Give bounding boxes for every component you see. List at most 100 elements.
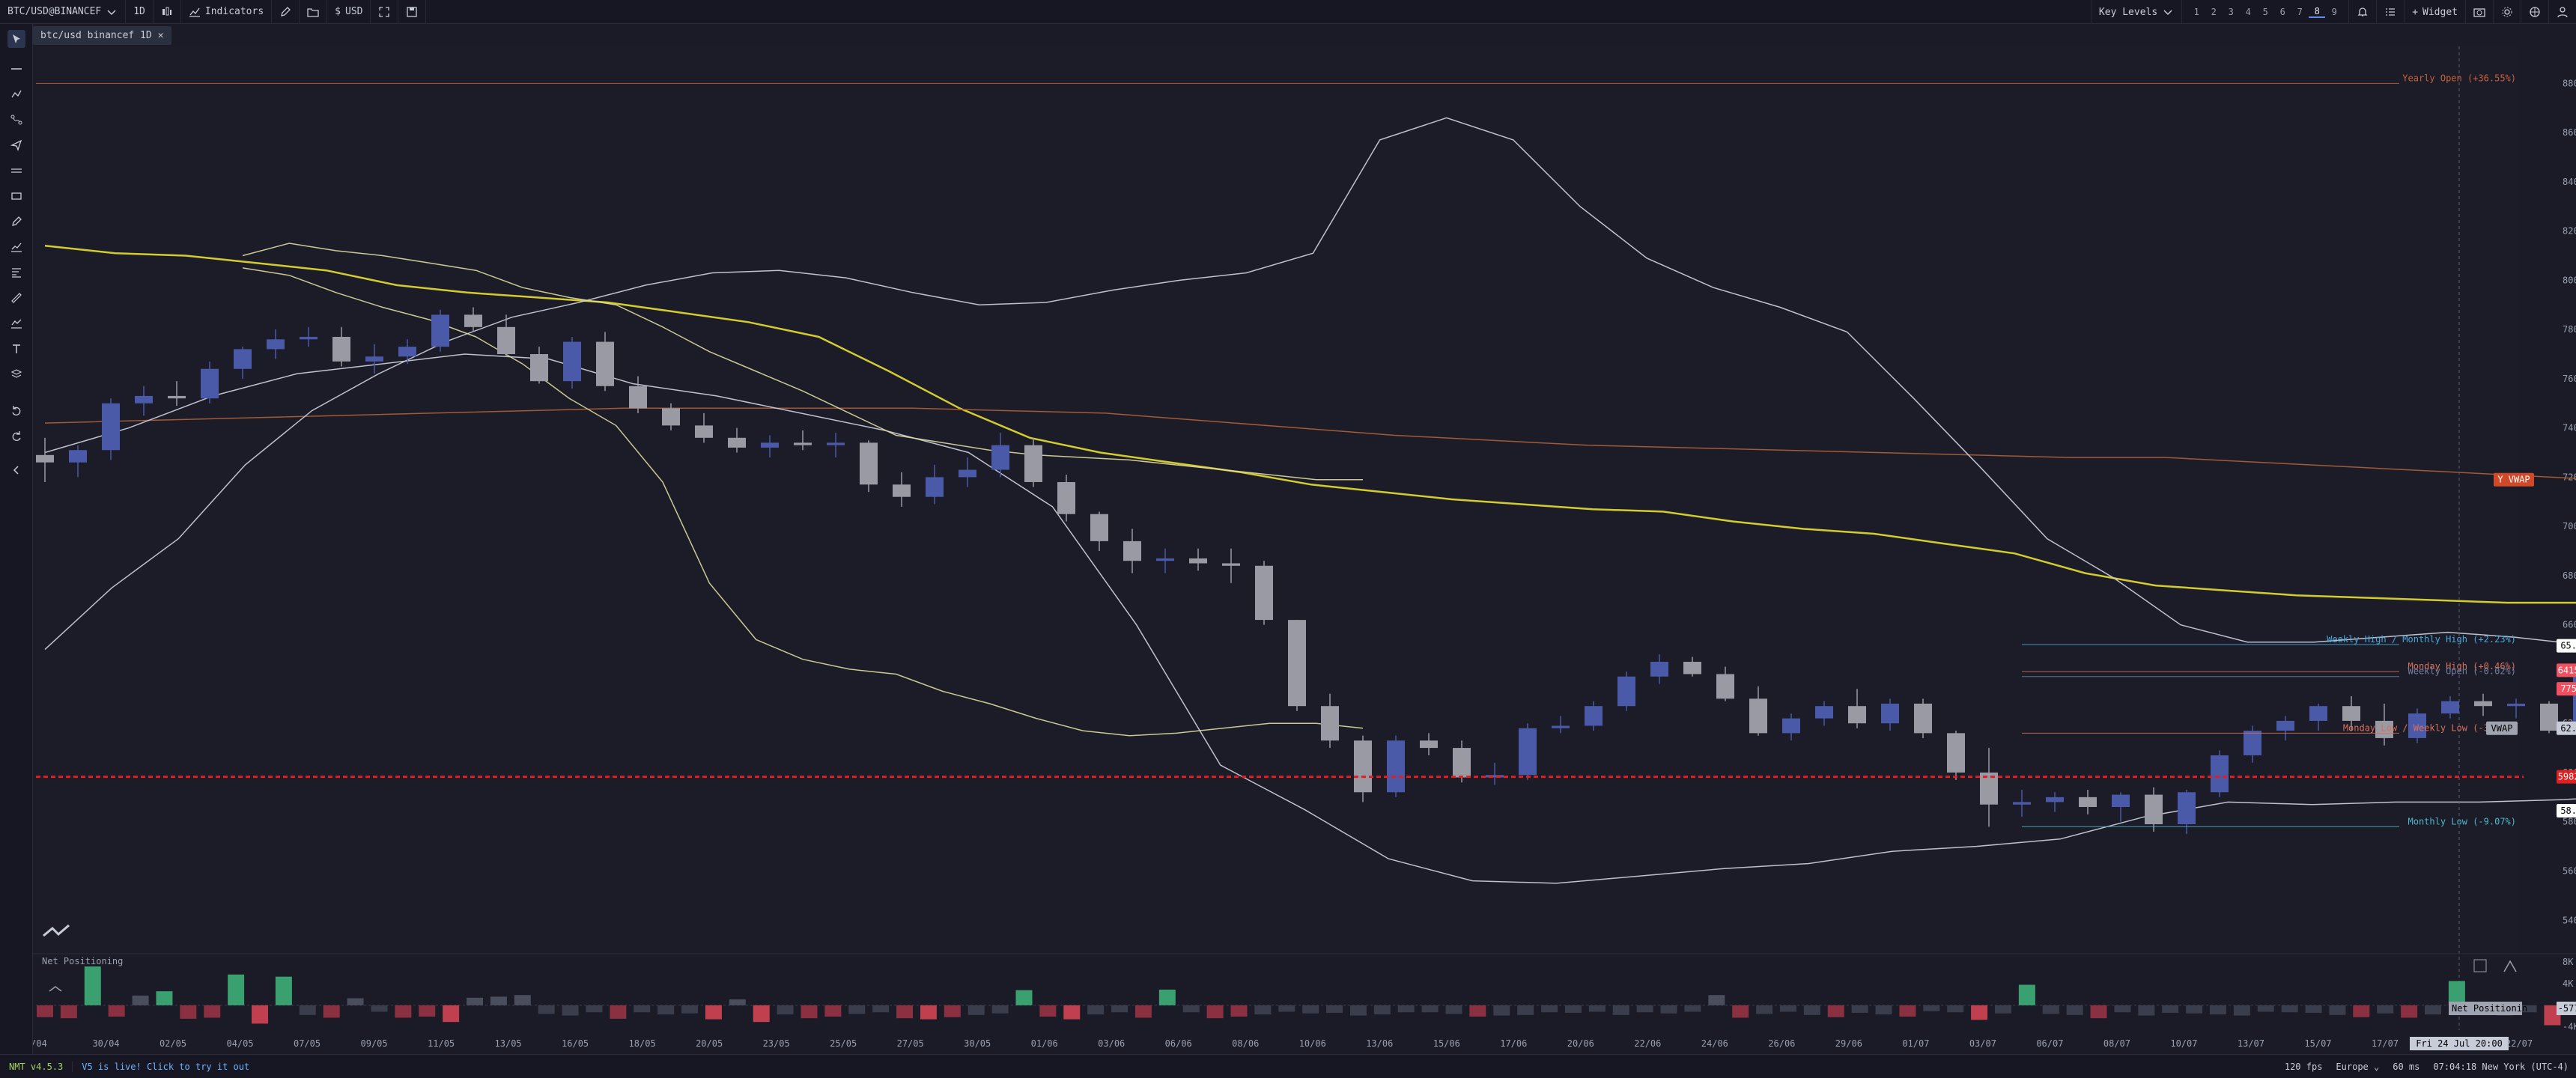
layout-4-button[interactable]: 4 (2245, 7, 2251, 17)
send-icon (10, 139, 22, 151)
layout-1-button[interactable]: 1 (2193, 7, 2199, 17)
forecast-tool[interactable] (7, 314, 25, 332)
redo-button[interactable] (7, 427, 25, 445)
sub-panel-bar (2520, 1005, 2537, 1013)
user-button[interactable] (2549, 0, 2576, 24)
sub-panel-bar (84, 966, 101, 1005)
sub-panel-bar (991, 1005, 1009, 1014)
sub-panel-bar (275, 976, 292, 1005)
fib-tool[interactable] (7, 264, 25, 281)
key-level-label: Monthly Low (-9.07%) (2408, 816, 2517, 826)
layout-9-button[interactable]: 9 (2331, 7, 2337, 17)
path-tool[interactable] (7, 111, 25, 129)
chart-type-button[interactable] (154, 0, 181, 24)
layout-3-button[interactable]: 3 (2228, 7, 2234, 17)
date-axis-label: 10/07 (2170, 1038, 2197, 1049)
sub-panel-bar (1684, 1005, 1701, 1012)
price-tag-box (2557, 639, 2576, 653)
chart-settings-button[interactable] (2521, 0, 2549, 24)
undo-button[interactable] (7, 401, 25, 419)
sub-panel-bar (1421, 1005, 1439, 1013)
sub-panel-tag: Net Positionin -577.47 (2449, 1002, 2576, 1016)
open-layout-button[interactable] (300, 0, 328, 24)
sub-panel-bar (37, 1005, 53, 1017)
candle-body (761, 442, 779, 448)
sub-panel-bar (1230, 1005, 1248, 1017)
date-axis-label: 30/04 (92, 1038, 119, 1049)
chart-pattern-tool[interactable] (7, 238, 25, 256)
candle-body (2474, 701, 2492, 707)
draw-button[interactable] (272, 0, 300, 24)
candle-body (893, 484, 911, 497)
date-axis-label: 08/06 (1232, 1038, 1259, 1049)
candle-body (1683, 662, 1701, 674)
candle-body (1881, 703, 1899, 724)
sub-panel-bar (1158, 989, 1176, 1005)
sub-panel-bar (2353, 1005, 2370, 1017)
collapse-toolbar-button[interactable] (7, 461, 25, 479)
layout-7-button[interactable]: 7 (2297, 7, 2303, 17)
key-levels-selector[interactable]: Key Levels (2090, 0, 2183, 24)
parallel-tool[interactable] (7, 162, 25, 180)
screenshot-button[interactable] (2466, 0, 2494, 24)
sub-panel-bar (634, 1005, 651, 1013)
candle-body (398, 347, 416, 357)
alerts-button[interactable] (2349, 0, 2378, 24)
sub-panel-bar (1182, 1005, 1200, 1013)
settings-button[interactable] (2494, 0, 2521, 24)
price-axis-label: 84000.0 (2563, 177, 2576, 187)
indicators-button[interactable]: Indicators (181, 0, 273, 24)
chart-tab[interactable]: btc/usd binancef 1D ✕ (33, 25, 171, 45)
candle-body (1420, 740, 1438, 749)
watchlist-button[interactable] (2377, 0, 2405, 24)
date-axis-label: 15/07 (2304, 1038, 2331, 1049)
price-tag: 775.42 (2557, 682, 2576, 696)
layers-tool[interactable] (7, 365, 25, 383)
candle-body (2507, 703, 2525, 707)
horizontal-line-tool[interactable] (7, 60, 25, 78)
arrow-tool[interactable] (7, 136, 25, 154)
date-axis-label: 26/06 (1768, 1038, 1795, 1049)
ruler-icon (11, 293, 22, 303)
trend-tool[interactable] (7, 85, 25, 103)
cursor-icon (13, 34, 20, 43)
layout-5-button[interactable]: 5 (2262, 7, 2268, 17)
symbol-selector[interactable]: BTC/USD@BINANCEF (0, 0, 127, 24)
list-icon (2386, 8, 2396, 16)
brush-tool[interactable] (7, 213, 25, 231)
sub-panel-bar (2233, 1005, 2250, 1016)
widget-label: Widget (2422, 6, 2458, 18)
region-selector[interactable]: Europe ⌄ (2336, 1062, 2379, 1072)
cursor-tool[interactable] (7, 30, 25, 48)
rectangle-icon (11, 192, 22, 200)
text-tool[interactable] (7, 340, 25, 358)
drawing-toolbar (0, 24, 33, 1054)
price-tag: 64156.0 (2557, 663, 2576, 677)
date-axis-label: 22/06 (1634, 1038, 1661, 1049)
sub-panel-bar (1756, 1005, 1773, 1014)
layout-2-button[interactable]: 2 (2211, 7, 2217, 17)
save-button[interactable] (398, 0, 427, 24)
sub-panel-bar (2424, 1005, 2441, 1015)
ruler-tool[interactable] (7, 289, 25, 307)
key-level-label: Monday High (+0.46%) (2408, 661, 2517, 672)
currency-selector[interactable]: $ USD (327, 0, 371, 24)
date-axis-label: 17/06 (1500, 1038, 1527, 1049)
rectangle-tool[interactable] (7, 187, 25, 205)
interval-selector[interactable]: 1D (126, 0, 154, 24)
fullscreen-button[interactable] (371, 0, 399, 24)
v5-live-link[interactable]: V5 is live! Click to try it out (72, 1061, 258, 1072)
price-chart[interactable]: 88000.0 86000.0 84000.0 82000.0 80000.0 78000… (33, 46, 2576, 1054)
candle-body (135, 395, 153, 404)
indicators-icon (189, 7, 200, 17)
widget-button[interactable]: + Widget (2405, 0, 2466, 24)
layout-8-button[interactable]: 8 (2309, 6, 2326, 18)
date-axis-label: 03/06 (1098, 1038, 1125, 1049)
close-icon[interactable]: ✕ (157, 29, 164, 41)
top-toolbar: BTC/USD@BINANCEF 1D Indicators $ USD Key… (0, 0, 2576, 24)
candle-body (431, 314, 449, 347)
parallel-lines-icon (11, 168, 22, 173)
date-axis-label: 16/05 (562, 1038, 589, 1049)
layout-6-button[interactable]: 6 (2279, 7, 2285, 17)
